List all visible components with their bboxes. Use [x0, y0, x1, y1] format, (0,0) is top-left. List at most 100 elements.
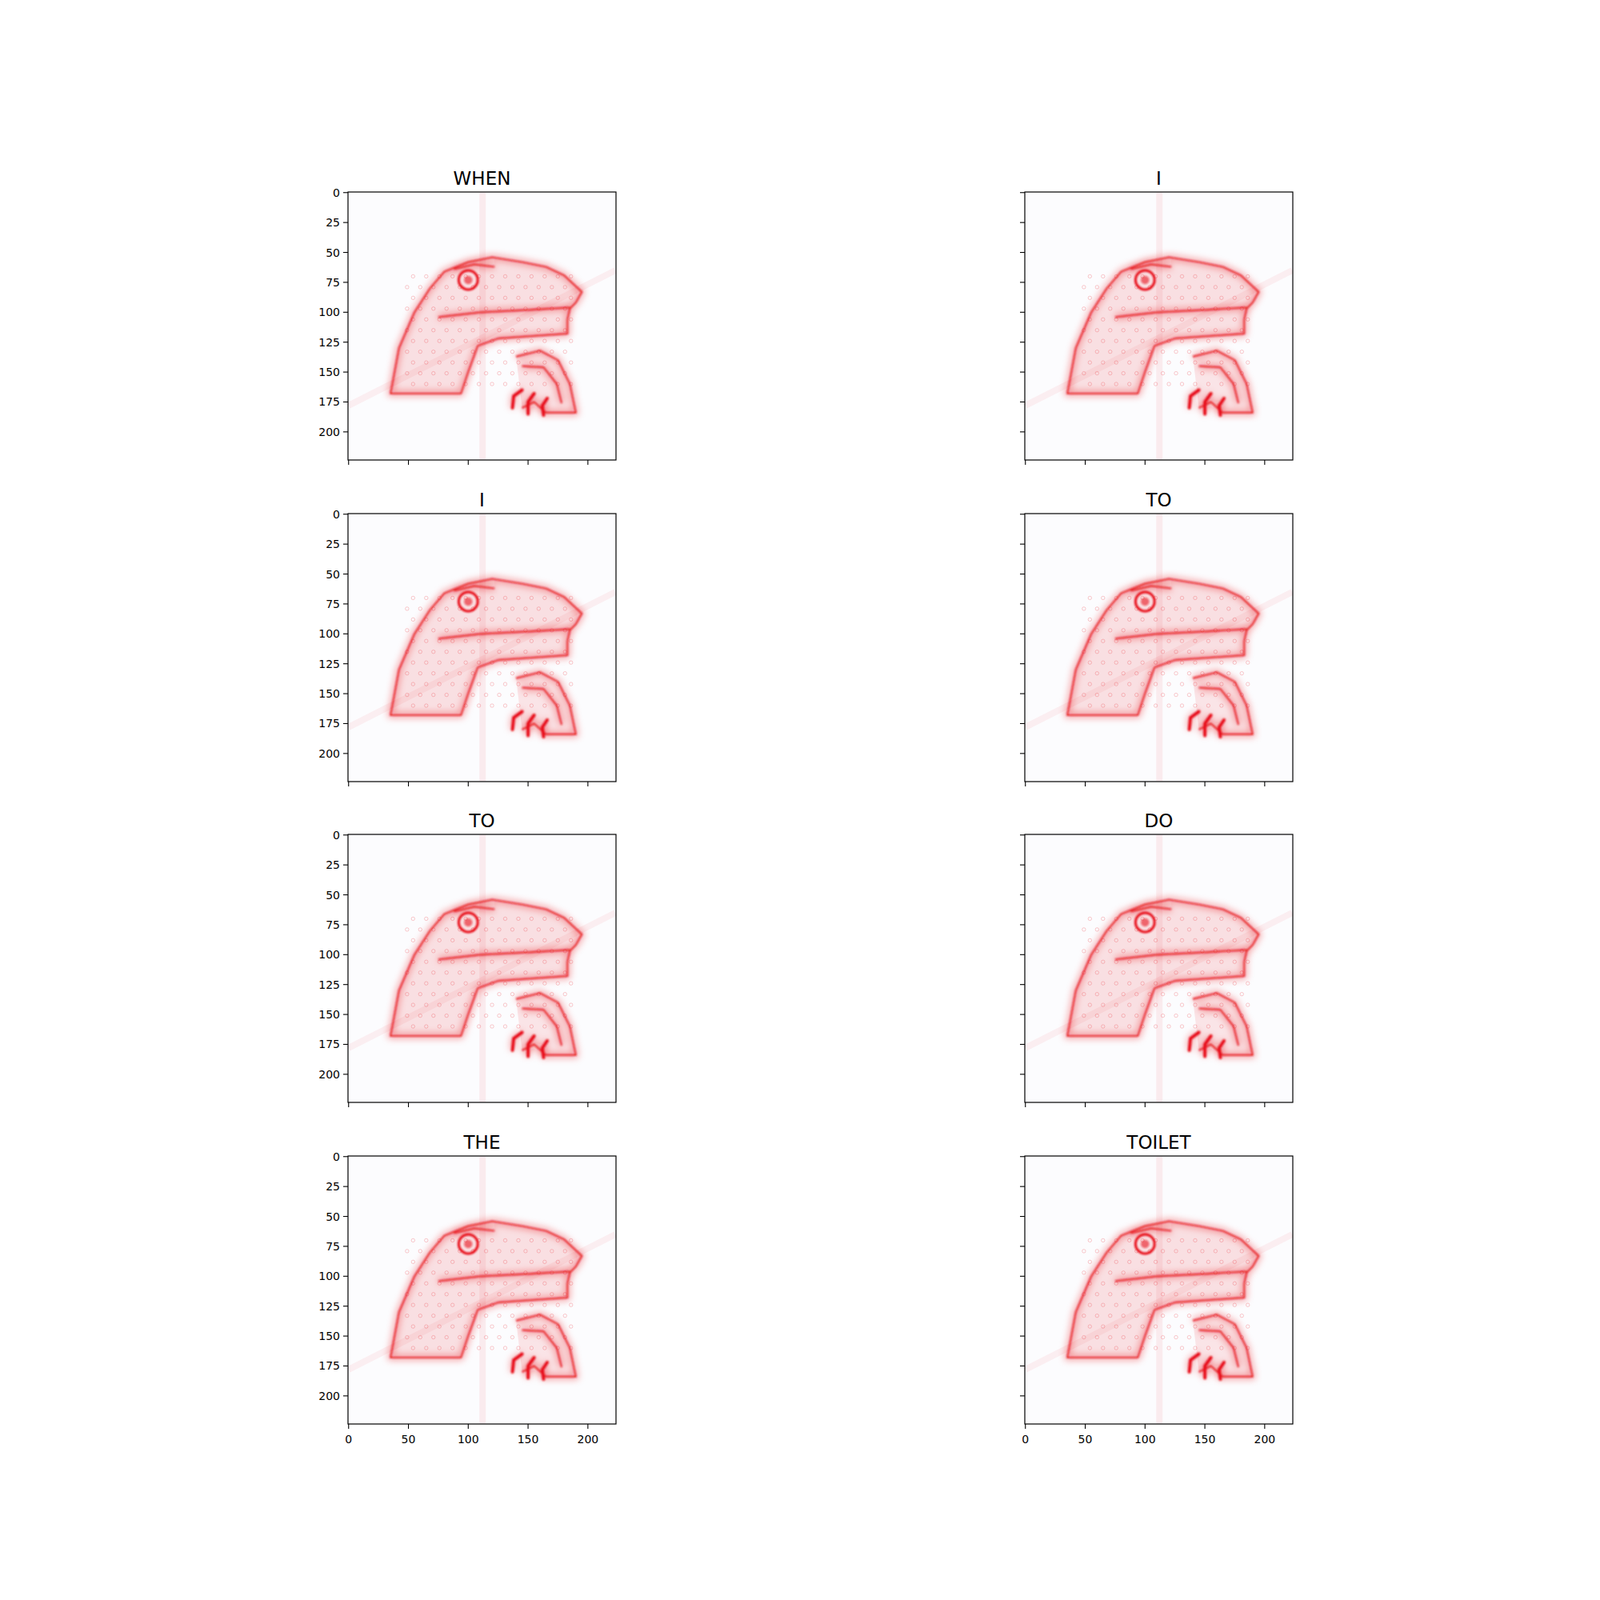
texture-dot	[1088, 1324, 1092, 1328]
texture-dot	[1232, 639, 1236, 643]
texture-dot	[563, 971, 567, 975]
texture-dot	[1160, 1249, 1164, 1253]
texture-dot	[437, 960, 441, 964]
edge-glow	[1115, 1271, 1248, 1281]
texture-dot	[1206, 916, 1210, 920]
texture-dot	[457, 971, 461, 975]
texture-dot	[1193, 382, 1197, 386]
edge	[542, 398, 548, 416]
texture-dot	[432, 1313, 436, 1317]
texture-dot	[1101, 960, 1105, 964]
texture-dot	[1095, 992, 1099, 996]
texture-dot	[529, 274, 533, 278]
texture-dot	[556, 617, 560, 621]
y-tick	[343, 401, 348, 403]
texture-dot	[569, 1303, 573, 1307]
x-tick	[348, 460, 349, 465]
texture-dot	[1200, 971, 1204, 975]
texture-dot	[1108, 1335, 1112, 1339]
texture-dot	[497, 949, 501, 953]
claw	[1219, 1362, 1224, 1380]
texture-dot	[476, 1238, 480, 1242]
texture-dot	[464, 1303, 468, 1307]
texture-dot	[503, 660, 507, 664]
texture-dot	[1140, 1281, 1144, 1285]
texture-dot	[1227, 1271, 1231, 1275]
texture-dot	[476, 704, 480, 708]
texture-dot	[1227, 692, 1231, 696]
edge	[390, 579, 582, 716]
y-tick	[343, 693, 348, 695]
texture-dot	[516, 317, 520, 321]
y-tick-label: 50	[325, 246, 340, 260]
texture-dot	[1200, 1292, 1204, 1296]
edge	[512, 390, 523, 408]
texture-dot	[1227, 1313, 1231, 1317]
texture-dot	[1187, 692, 1191, 696]
texture-dot	[437, 1260, 441, 1264]
texture-dot	[497, 1292, 501, 1296]
glow	[390, 579, 582, 737]
texture-dot	[1127, 1346, 1131, 1350]
edge-glow	[390, 579, 582, 716]
texture-dot	[1153, 1003, 1157, 1007]
claw	[1189, 1354, 1200, 1372]
texture-dot	[1220, 1260, 1224, 1264]
image	[348, 834, 616, 1103]
texture-dot	[497, 328, 501, 332]
y-tick-label: 0	[332, 828, 340, 842]
texture-dot	[536, 671, 540, 675]
texture-dot	[1108, 1313, 1112, 1317]
texture-dot	[457, 349, 461, 353]
texture-dot	[550, 671, 554, 675]
texture-dot	[418, 1271, 422, 1275]
texture-dot	[1082, 971, 1086, 975]
texture-dot	[529, 660, 533, 664]
texture-dot	[536, 1271, 540, 1275]
claw	[528, 715, 535, 736]
texture-dot	[1082, 650, 1086, 654]
texture-dot	[569, 938, 573, 942]
texture-dot	[569, 274, 573, 278]
texture-dot	[1174, 349, 1178, 353]
texture-dot	[1121, 1313, 1125, 1317]
texture-dot	[444, 1013, 448, 1017]
x-tick	[1024, 781, 1026, 787]
texture-dot	[411, 274, 415, 278]
texture-dot	[437, 360, 441, 364]
x-tick	[1024, 1102, 1026, 1108]
texture-dot	[1140, 1303, 1144, 1307]
texture-dot	[424, 938, 428, 942]
texture-dot	[1246, 1024, 1250, 1028]
texture-dot	[1114, 1238, 1118, 1242]
texture-dot	[524, 328, 528, 332]
texture-dot	[1088, 274, 1092, 278]
y-tick-label: 200	[318, 747, 340, 760]
texture-dot	[464, 960, 468, 964]
texture-dot	[1174, 307, 1178, 311]
texture-dot	[1121, 1271, 1125, 1275]
texture-dot	[411, 981, 415, 985]
texture-dot	[444, 949, 448, 953]
claw	[1189, 712, 1200, 730]
texture-dot	[1160, 671, 1164, 675]
x-tick	[1084, 781, 1086, 787]
texture-dot	[432, 328, 436, 332]
texture-dot	[437, 938, 441, 942]
texture-dot	[418, 628, 422, 632]
texture-dot	[1227, 971, 1231, 975]
texture-dot	[1127, 639, 1131, 643]
texture-dot	[490, 639, 494, 643]
texture-dot	[536, 1335, 540, 1339]
texture-dot	[437, 704, 441, 708]
texture-dot	[450, 1024, 454, 1028]
texture-dot	[1153, 360, 1157, 364]
y-tick-label: 50	[325, 1210, 340, 1224]
texture-dot	[550, 992, 554, 996]
x-tick	[468, 781, 469, 787]
texture-dot	[457, 650, 461, 654]
texture-dot	[1088, 296, 1092, 300]
texture-dot	[1160, 349, 1164, 353]
texture-dot	[432, 1249, 436, 1253]
texture-dot	[536, 307, 540, 311]
